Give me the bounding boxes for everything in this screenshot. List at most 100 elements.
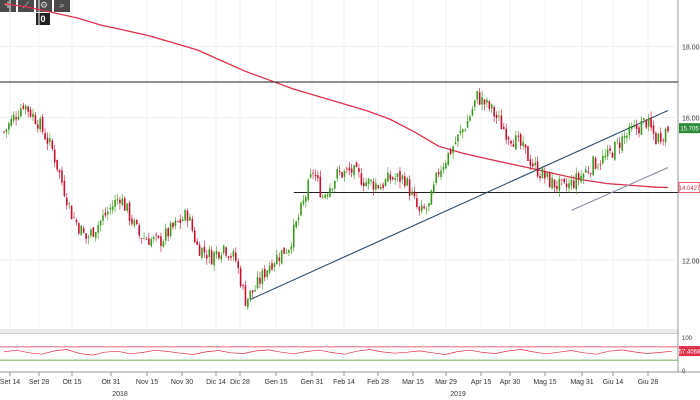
candle-body — [623, 136, 626, 139]
candle-body — [107, 211, 109, 215]
candle-body — [12, 114, 15, 121]
candle-body — [435, 172, 438, 183]
candle-body — [527, 146, 529, 161]
candle-body — [32, 113, 34, 118]
draw-line-icon[interactable]: ⟋ — [18, 0, 34, 12]
candle-body — [536, 161, 539, 177]
candle-body — [174, 220, 177, 226]
candle-body — [522, 141, 524, 146]
candle-body — [401, 175, 404, 180]
candle-body — [247, 298, 249, 307]
candle-body — [29, 109, 32, 117]
candle-body — [633, 125, 635, 127]
candle-body — [80, 225, 83, 236]
candle-body — [5, 129, 8, 133]
candle-body — [478, 92, 481, 105]
candle-body — [589, 173, 592, 175]
candle-body — [189, 216, 191, 221]
candle-body — [428, 203, 430, 207]
last-price-label: 15.705 — [680, 127, 699, 133]
candle-body — [616, 140, 619, 142]
candle-body — [375, 183, 377, 190]
candle-body — [630, 127, 633, 129]
candle-body — [389, 174, 392, 180]
candle-body — [206, 255, 208, 259]
candle-body — [312, 172, 314, 174]
candle-body — [254, 289, 256, 292]
candle-body — [377, 185, 380, 189]
candle-body — [123, 198, 126, 211]
candle-body — [493, 106, 495, 117]
candle-body — [464, 129, 466, 131]
oscillator-tick-label: 0 — [682, 369, 686, 375]
candle-body — [242, 285, 244, 286]
candle-body — [111, 206, 114, 211]
candle-body — [271, 263, 273, 270]
candle-body — [24, 105, 27, 110]
candle-body — [503, 126, 505, 129]
candle-body — [370, 180, 372, 182]
candle-body — [186, 210, 189, 222]
crosshair-icon[interactable]: ✛ — [0, 0, 16, 12]
oscillator-value-label: 57.4068 — [679, 350, 700, 356]
candle-body — [97, 224, 99, 233]
candle-body — [459, 130, 462, 134]
candle-body — [558, 179, 561, 192]
candle-body — [611, 152, 614, 158]
candle-body — [61, 170, 63, 183]
candle-body — [515, 135, 517, 150]
panel-resize-handle[interactable] — [0, 329, 678, 333]
trendline[interactable] — [571, 167, 669, 211]
candle-body — [160, 236, 162, 246]
candle-body — [56, 159, 58, 170]
candle-body — [396, 173, 399, 178]
candle-body — [587, 171, 590, 173]
candle-body — [626, 135, 628, 139]
candle-body — [53, 149, 56, 163]
candle-body — [3, 131, 5, 133]
candle-body — [657, 133, 660, 143]
candle-body — [10, 118, 13, 126]
moving-average-label: 14.0427 — [679, 186, 700, 192]
candle-body — [476, 90, 479, 100]
candle-body — [358, 168, 360, 172]
candle-body — [331, 188, 334, 190]
candle-body — [650, 117, 652, 128]
zoom-icon[interactable]: ⌕ — [54, 0, 70, 12]
x-tick-label: Ott 31 — [101, 379, 120, 386]
candle-body — [290, 246, 293, 250]
candle-body — [126, 203, 128, 211]
candle-body — [162, 241, 165, 247]
candle-body — [63, 180, 66, 196]
trendline[interactable] — [250, 110, 669, 300]
candle-body — [157, 235, 160, 238]
candle-body — [329, 187, 331, 197]
oscillator-line — [3, 349, 673, 356]
candle-body — [280, 250, 283, 264]
candle-body — [82, 228, 85, 233]
candle-body — [367, 178, 370, 185]
x-tick-label: Nov 30 — [171, 379, 193, 386]
candle-body — [222, 245, 225, 253]
candle-body — [85, 233, 87, 240]
candle-body — [510, 140, 512, 144]
candle-body — [614, 141, 616, 160]
candle-body — [420, 205, 423, 212]
candle-body — [413, 191, 416, 197]
candle-body — [179, 219, 182, 224]
candle-body — [104, 212, 107, 216]
settings-icon[interactable]: ⚙ — [36, 0, 52, 12]
candle-body — [232, 251, 235, 257]
candle-body — [259, 277, 261, 284]
candle-body — [17, 116, 20, 120]
candle-body — [517, 135, 520, 137]
candle-body — [541, 168, 544, 179]
candle-body — [307, 179, 310, 200]
candle-body — [41, 116, 44, 132]
candle-body — [655, 132, 657, 145]
candle-body — [418, 206, 421, 211]
x-year-label: 2019 — [450, 391, 466, 398]
candle-body — [372, 181, 375, 190]
candle-body — [196, 241, 198, 245]
candle-body — [442, 166, 445, 171]
